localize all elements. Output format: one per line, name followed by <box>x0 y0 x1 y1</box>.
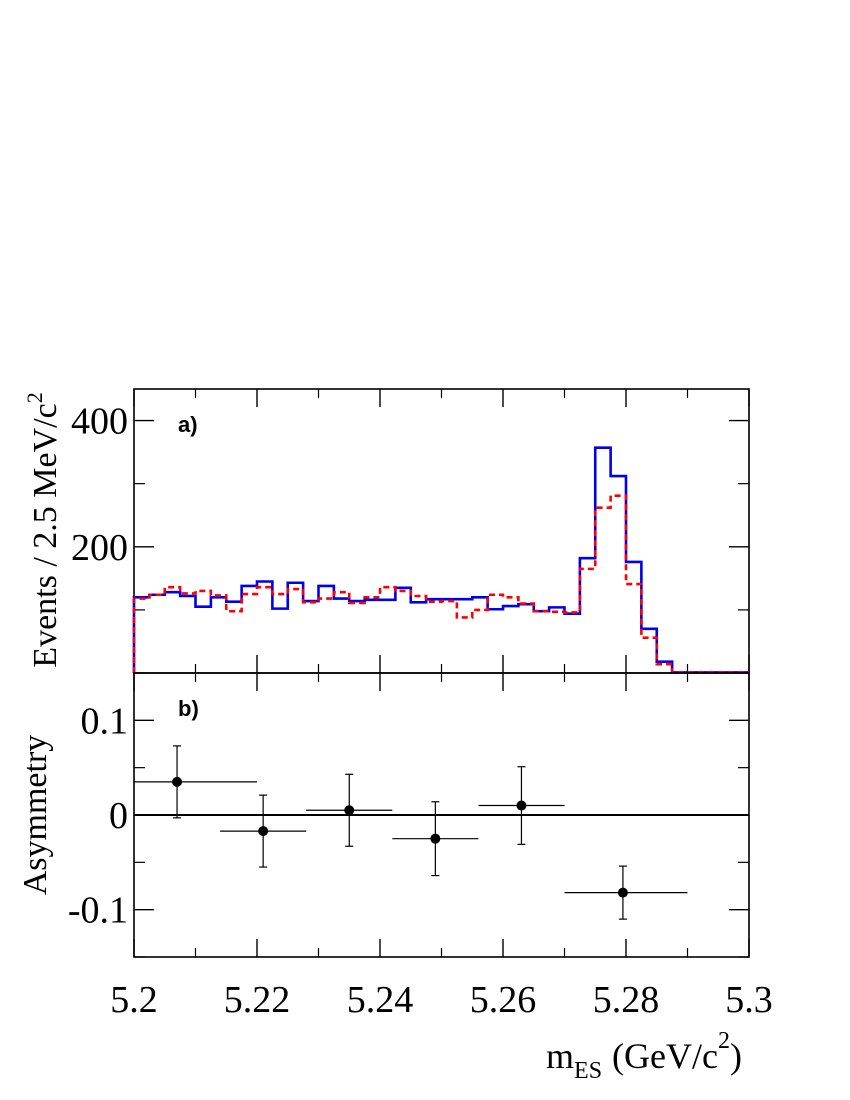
y-tick-label: 400 <box>71 401 128 443</box>
asymmetry-panel: b) -0.100.1 Asymmetry 5.2 5.22 5.24 5.26 5.2… <box>17 672 773 1084</box>
data-point <box>516 800 527 811</box>
histogram-y-tick-labels: 200 400 <box>71 401 128 569</box>
data-point <box>430 833 441 844</box>
asymmetry-ticks <box>133 672 750 958</box>
histogram-y-axis-label: Events / 2.5 MeV/c2 <box>22 392 64 667</box>
data-point <box>344 805 355 816</box>
y-tick-label: 200 <box>71 527 128 569</box>
panel-a-label: a) <box>178 412 198 437</box>
x-tick-label: 5.2 <box>110 979 158 1021</box>
histogram-dashed-series <box>132 494 749 674</box>
x-tick-labels: 5.2 5.22 5.24 5.26 5.28 5.3 <box>110 979 773 1021</box>
x-tick-label: 5.26 <box>470 979 537 1021</box>
x-tick-label: 5.3 <box>725 979 773 1021</box>
data-point <box>617 887 628 898</box>
x-tick-label: 5.22 <box>224 979 291 1021</box>
asymmetry-y-axis-label: Asymmetry <box>17 735 54 896</box>
y-tick-label: 0 <box>109 795 128 837</box>
x-tick-label: 5.28 <box>593 979 660 1021</box>
panel-b-label: b) <box>178 696 199 721</box>
x-axis-label: mES (GeV/c2) <box>546 1028 742 1084</box>
x-tick-label: 5.24 <box>347 979 414 1021</box>
data-point <box>258 826 269 837</box>
histogram-series <box>132 446 749 674</box>
data-point <box>172 776 183 787</box>
y-tick-label: -0.1 <box>68 890 128 932</box>
y-tick-label: 0.1 <box>81 700 129 742</box>
asymmetry-y-tick-labels: -0.1 0 0.1 <box>68 700 128 931</box>
histogram-panel: a) 200 400 Events / 2.5 MeV/c2 <box>22 388 750 674</box>
asymmetry-points <box>134 745 688 920</box>
